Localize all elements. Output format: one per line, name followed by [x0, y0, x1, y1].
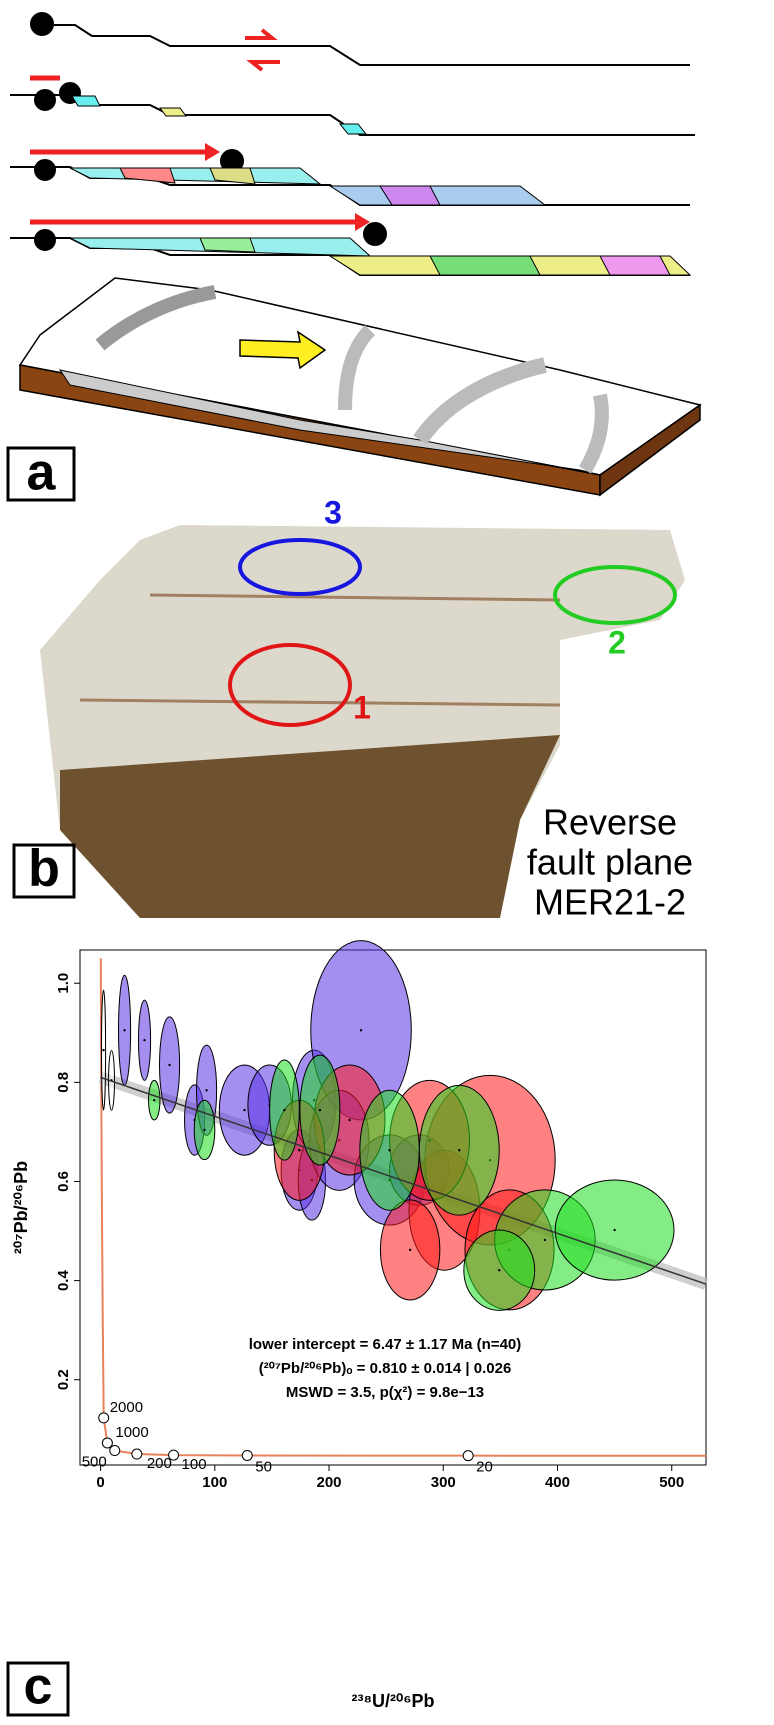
label-box: [6, 1661, 70, 1717]
concordia-age: [131, 1448, 143, 1460]
panel-b: 3 2 1 Reverse fault plane MER21-2: [40, 494, 693, 923]
scarp: [413, 357, 547, 445]
data-point: [458, 1149, 461, 1152]
marker: [34, 89, 56, 111]
data-point: [283, 1108, 286, 1112]
fill-block: [119, 167, 176, 184]
x-tick-label: 200: [317, 1474, 342, 1491]
data-point: [205, 1089, 208, 1092]
fill-block: [199, 237, 256, 253]
regression-line: [100, 1076, 707, 1285]
data-point: [388, 1149, 391, 1152]
data-point: [498, 1269, 501, 1272]
slip-arrow: [245, 28, 278, 40]
marker: [363, 222, 387, 246]
fill-block: [71, 95, 101, 107]
data-point: [298, 1149, 301, 1152]
panel-label: b: [28, 840, 60, 898]
scarp: [338, 325, 376, 411]
chart: 0 100 200 300 400 500 0.2 0.4 0.6 0.8 1.0 ²³⁸U/²⁰⁶P…: [11, 940, 708, 1711]
data-point: [348, 1118, 351, 1122]
concordia-age-label: 200: [147, 1455, 172, 1472]
site-label: 1: [353, 689, 371, 725]
block-side: [599, 403, 701, 497]
y-tick-label: 0.8: [55, 1072, 72, 1093]
fault-stage-1: [40, 24, 690, 66]
fill-block: [69, 167, 322, 185]
site-label: 3: [324, 494, 342, 530]
label-box: [6, 446, 76, 502]
concordia-age-label: 100: [182, 1456, 207, 1473]
concordia-age: [462, 1450, 474, 1462]
data-point: [153, 1098, 156, 1102]
site-ellipse: [238, 538, 362, 596]
annotation: (²⁰⁷Pb/²⁰⁶Pb)ₒ = 0.810 ± 0.014 | 0.026: [259, 1360, 512, 1377]
caption: MER21-2: [534, 882, 686, 923]
x-tick-label: 400: [545, 1474, 570, 1491]
site-ellipse: [228, 643, 352, 727]
marker: [34, 229, 56, 251]
scarp: [578, 393, 609, 474]
slip-arrow: [246, 60, 280, 72]
concordia-age: [168, 1449, 180, 1461]
data-point: [102, 1048, 105, 1052]
x-axis-label: ²³⁸U/²⁰⁶Pb: [352, 1691, 435, 1711]
y-tick-label: 0.2: [55, 1369, 72, 1390]
fill-block: [429, 255, 541, 276]
y-axis-label: ²⁰⁷Pb/²⁰⁶Pb: [11, 1161, 31, 1254]
fill-block: [599, 255, 671, 276]
annotation: lower intercept = 6.47 ± 1.17 Ma (n=40): [249, 1336, 522, 1353]
data-point: [243, 1108, 246, 1112]
y-tick-label: 0.6: [55, 1171, 72, 1192]
concordia-age-label: 2000: [110, 1399, 143, 1416]
data-point: [318, 1108, 322, 1112]
label-box: [12, 843, 76, 899]
y-tick-label: 0.4: [55, 1270, 72, 1292]
concordia-age-label: 500: [82, 1453, 107, 1470]
concordia-age-label: 20: [476, 1459, 493, 1476]
fill-block: [209, 167, 256, 185]
arrow-head: [355, 213, 370, 231]
concordia-age: [101, 1437, 113, 1449]
x-tick-label: 0: [96, 1474, 104, 1491]
concordia-age: [98, 1412, 110, 1424]
marker: [34, 159, 56, 181]
panel-a: [10, 12, 702, 497]
arrow-head: [205, 143, 220, 161]
data-point: [613, 1228, 616, 1232]
concordia-age-label: 50: [255, 1458, 272, 1475]
scarp: [95, 285, 217, 351]
concordia-age: [109, 1445, 121, 1457]
data-point: [543, 1238, 547, 1242]
marker: [30, 12, 54, 36]
x-tick-label: 300: [431, 1474, 456, 1491]
concordia-age: [241, 1449, 253, 1461]
motion-arrow: [239, 330, 327, 370]
x-tick-label: 500: [659, 1474, 684, 1491]
data-point: [143, 1039, 146, 1042]
data-point: [408, 1248, 412, 1252]
y-tick-label: 1.0: [55, 973, 72, 994]
annotation: MSWD = 3.5, p(χ²) = 9.8e−13: [286, 1384, 484, 1401]
data-point: [168, 1063, 171, 1067]
plot-frame: [79, 949, 707, 1466]
fill-block: [338, 123, 368, 135]
data-point: [203, 1128, 206, 1132]
fill-block: [159, 107, 187, 117]
caption: fault plane: [527, 842, 693, 883]
panel-label: c: [24, 1658, 53, 1716]
site-label: 2: [608, 624, 626, 660]
concordia-age-label: 1000: [115, 1424, 148, 1441]
caption: Reverse: [543, 802, 677, 843]
x-tick-label: 100: [202, 1474, 227, 1491]
data-point: [359, 1029, 363, 1032]
data-point: [123, 1029, 126, 1032]
rock-matrix: [60, 735, 560, 918]
panel-label: a: [27, 444, 57, 502]
vein: [79, 593, 561, 707]
site-ellipse: [553, 565, 677, 625]
fill-block: [379, 185, 441, 206]
